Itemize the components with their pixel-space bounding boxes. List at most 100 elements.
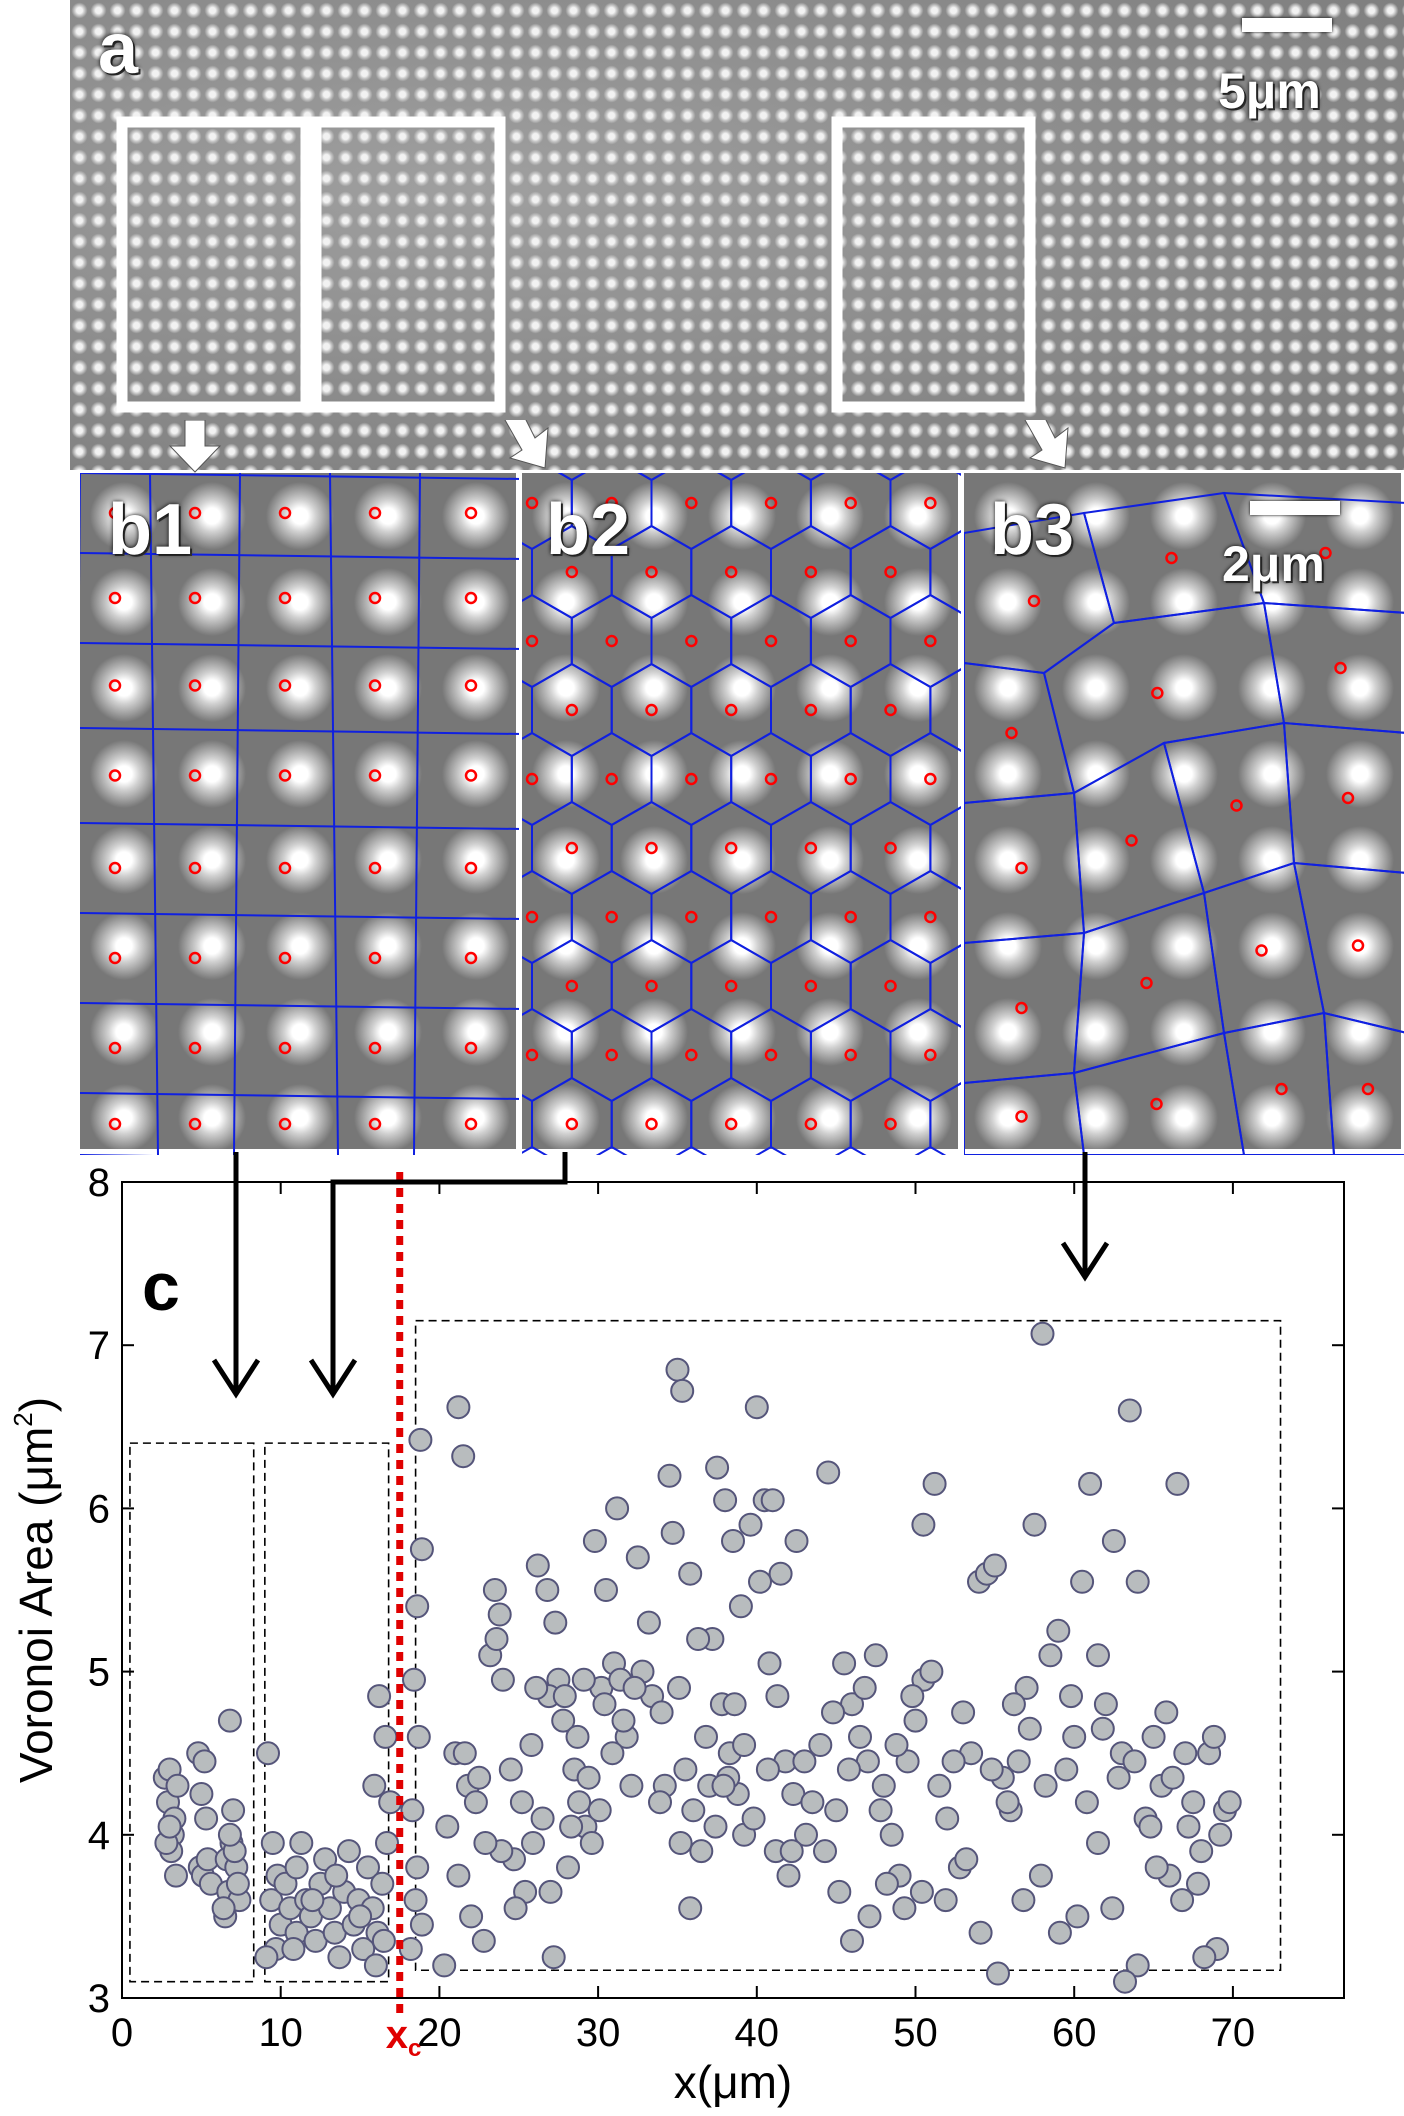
data-point [587,1798,612,1823]
data-point [857,1904,882,1929]
y-tick-label: 3 [88,1977,110,2021]
cell-center-marker [764,634,778,648]
data-point [406,1724,431,1749]
data-point [871,1773,896,1798]
cell-center-marker [368,679,382,692]
data-point [1217,1790,1242,1815]
data-point [405,1594,430,1619]
data-point [636,1610,661,1635]
cell-center-marker [565,565,579,579]
cell-center-marker [1015,861,1028,875]
roi-overlay [116,116,1036,413]
cell-center-marker [605,910,618,924]
data-point [673,1757,698,1782]
data-point [622,1675,647,1700]
data-point [732,1733,757,1757]
axes-frame [121,1181,1345,1999]
data-point [408,1427,433,1452]
data-point [600,1741,625,1766]
cell-center-marker [924,910,937,924]
x-axis-label: x(μm) [674,2056,792,2108]
data-point [1154,1700,1179,1725]
data-point [409,1537,434,1562]
data-point [668,1831,693,1855]
data-point [217,1822,242,1847]
cell-center-marker [108,679,122,692]
data-point [813,1839,837,1864]
data-point [313,1847,338,1872]
data-point [1028,1863,1053,1888]
cell-center-marker [278,591,292,605]
scatter-chart: 0 10 20 30 40 50 60 70 3 4 5 6 7 8 c xc x(μm) Voronoi… [8,1152,1345,2108]
data-point [827,1879,852,1904]
data-point [1070,1569,1095,1594]
data-point [482,1578,507,1602]
y-tick-label: 4 [88,1814,110,1858]
data-point [336,1839,361,1864]
y-axis-label: Voronoi Area (μm2) [8,1397,62,1783]
data-point [503,1896,528,1921]
cell-center-marker [764,772,778,786]
cell-center-marker [764,1048,778,1062]
cell-center-marker [764,910,778,924]
cell-center-marker [924,772,937,786]
cell-center-marker [844,772,857,786]
cell-center-marker [188,1041,202,1055]
data-point [521,1831,545,1855]
data-point [351,1937,376,1961]
panel-b3-label: b3 [990,490,1075,570]
cell-center-marker [1230,799,1243,812]
data-point [678,1561,703,1586]
data-point [1086,1643,1110,1668]
cell-center-marker [645,565,658,579]
data-point [324,1863,349,1888]
cell-center-marker [464,1041,478,1055]
data-point [792,1749,817,1774]
cell-center-marker [108,506,122,520]
data-point [611,1708,636,1733]
data-point [1062,1724,1087,1749]
data-point [471,1928,496,1953]
arrow-b2-to-c [330,1152,568,1394]
cell-center-marker [924,1048,937,1062]
cell-center-marker [1005,726,1018,740]
cell-center-marker [188,951,202,965]
data-points [152,1321,1242,1994]
data-point [194,1806,219,1831]
cell-center-marker [724,841,738,855]
data-point [370,1871,395,1896]
data-point [649,1700,674,1725]
data-point [1090,1716,1115,1741]
data-point [1208,1822,1233,1847]
data-point [1100,1896,1125,1921]
data-point [1038,1643,1063,1668]
cell-center-marker [724,979,738,993]
cell-center-marker [464,1117,478,1131]
data-point [402,1667,426,1692]
data-point [254,1945,279,1970]
cell-center-marker [368,951,382,965]
cell-center-marker [605,634,618,648]
data-point [935,1806,960,1831]
data-point [694,1724,718,1749]
cell-center-marker [685,772,698,786]
cell-center-marker [278,1041,292,1055]
data-point [1086,1831,1110,1855]
cell-center-marker [108,861,122,875]
data-point [982,1553,1007,1578]
x-tick-label: 50 [893,2011,938,2055]
data-point [284,1855,309,1880]
cell-center-marker [884,565,897,579]
x-tick-label: 40 [735,2011,780,2055]
cell-center-marker [464,951,478,965]
cell-center-marker [108,1041,122,1055]
data-point [951,1700,976,1725]
data-point [567,1790,592,1815]
data-point [327,1945,352,1970]
data-point [703,1814,728,1839]
data-point [530,1806,555,1831]
data-point [900,1684,925,1709]
data-point [260,1831,285,1855]
data-point [594,1578,618,1602]
cell-center-marker [108,1117,122,1131]
